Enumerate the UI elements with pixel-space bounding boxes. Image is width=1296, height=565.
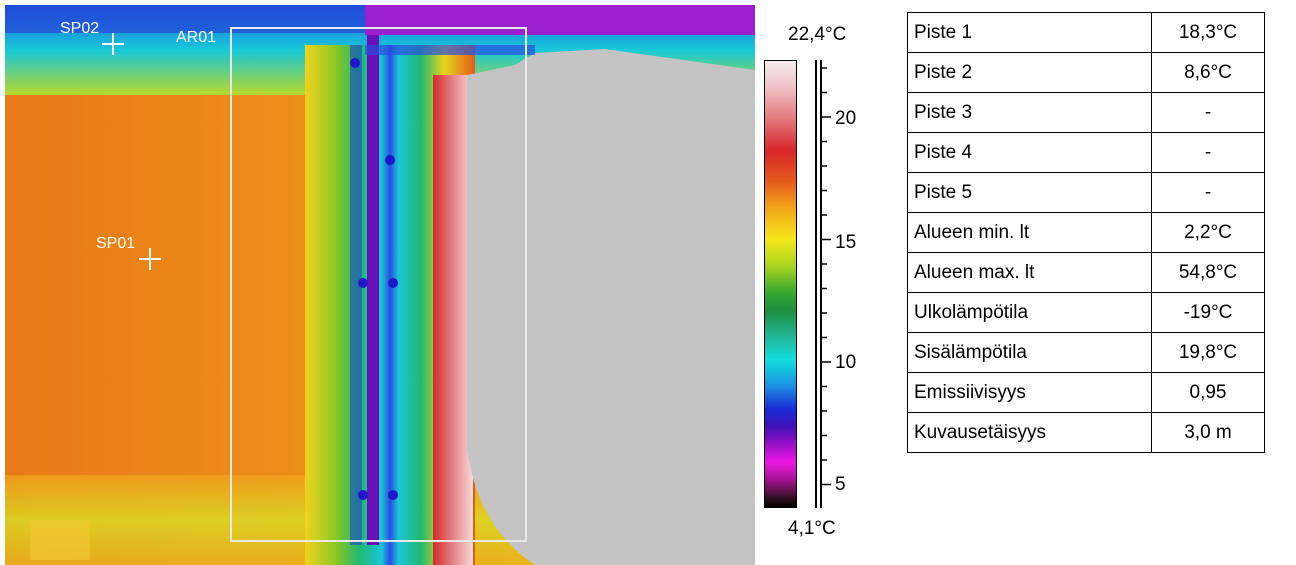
color-scale-bar [764,60,797,508]
row-key: Alueen min. lt [907,212,1152,253]
row-key: Sisälämpötila [907,332,1152,373]
scale-tick-label: 20 [835,108,857,129]
table-row: Alueen max. lt 54,8°C [907,252,1265,293]
row-value: 18,3°C [1151,12,1265,53]
scale-tick-label: 15 [835,232,857,253]
table-row: Ulkolämpötila -19°C [907,292,1265,333]
marker-label-sp02: SP02 [60,20,100,37]
scale-axis [815,60,831,508]
table-row: Alueen min. lt 2,2°C [907,212,1265,253]
row-value: 8,6°C [1151,52,1265,93]
row-key: Ulkolämpötila [907,292,1152,333]
thermal-image [5,5,755,565]
area-label-ar01: AR01 [176,29,217,46]
row-value: 2,2°C [1151,212,1265,253]
measurement-area-ar01 [230,27,527,542]
table-row: Kuvausetäisyys 3,0 m [907,412,1265,453]
row-value: -19°C [1151,292,1265,333]
table-row: Sisälämpötila 19,8°C [907,332,1265,373]
row-key: Piste 5 [907,172,1152,213]
row-value: - [1151,132,1265,173]
row-value: - [1151,172,1265,213]
scale-min-label: 4,1°C [788,518,836,539]
row-value: 3,0 m [1151,412,1265,453]
crosshair-sp02-icon [102,33,124,55]
row-key: Alueen max. lt [907,252,1152,293]
row-value: 0,95 [1151,372,1265,413]
row-value: 19,8°C [1151,332,1265,373]
row-key: Piste 4 [907,132,1152,173]
table-row: Piste 1 18,3°C [907,12,1265,53]
row-key: Piste 2 [907,52,1152,93]
row-key: Emissiivisyys [907,372,1152,413]
row-key: Piste 1 [907,12,1152,53]
table-row: Emissiivisyys 0,95 [907,372,1265,413]
measurement-table: Piste 1 18,3°C Piste 2 8,6°C Piste 3- Piste 4… [907,12,1265,453]
table-row: Piste 5- [907,172,1265,213]
table-row: Piste 2 8,6°C [907,52,1265,93]
scale-max-label: 22,4°C [788,24,847,45]
scale-tick-label: 10 [835,352,857,373]
table-row: Piste 4- [907,132,1265,173]
row-value: 54,8°C [1151,252,1265,293]
thermal-image-graphic [5,5,755,565]
marker-label-sp01: SP01 [96,235,136,252]
crosshair-sp01-icon [139,248,161,270]
row-key: Kuvausetäisyys [907,412,1152,453]
row-value: - [1151,92,1265,133]
scale-tick-label: 5 [835,474,846,495]
table-row: Piste 3- [907,92,1265,133]
row-key: Piste 3 [907,92,1152,133]
